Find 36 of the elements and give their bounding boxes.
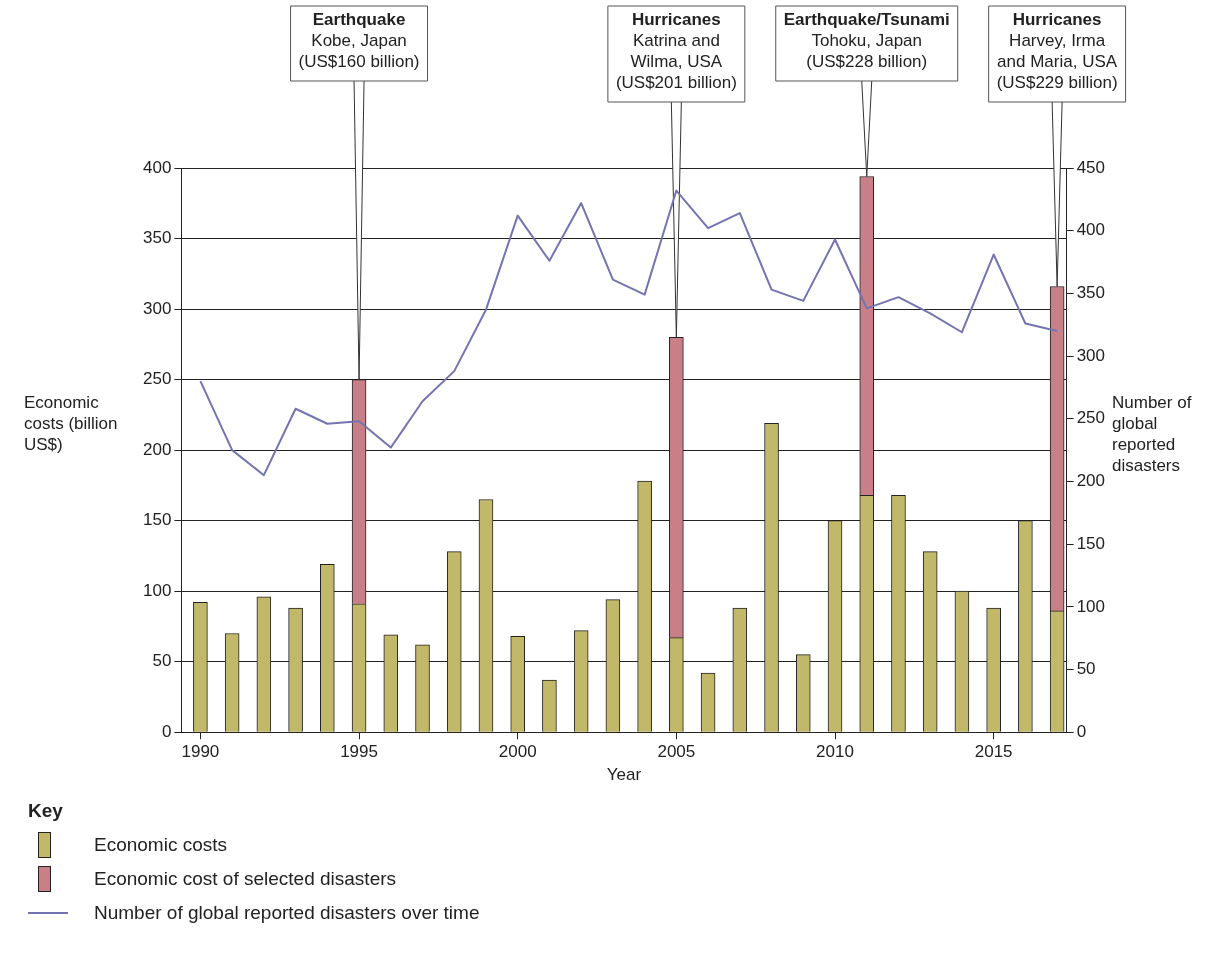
y2-tick-label: 450 xyxy=(1076,157,1106,177)
y2-axis-title: Number of global reported disasters xyxy=(1112,392,1193,476)
y2-tick-label: 100 xyxy=(1076,596,1106,616)
legend-title: Key xyxy=(28,800,64,822)
y-tick-label: 350 xyxy=(142,228,172,248)
x-tick-label: 1990 xyxy=(181,742,220,762)
y-tick-label: 0 xyxy=(161,721,172,741)
y2-tick-label: 50 xyxy=(1076,659,1096,679)
y-tick-label: 50 xyxy=(152,651,172,671)
y2-tick-label: 400 xyxy=(1076,220,1106,240)
annotation: Earthquake/Tsunami Tohoku, Japan (US$228 billion) xyxy=(783,10,950,72)
y2-tick-label: 200 xyxy=(1076,471,1106,491)
y-tick-label: 100 xyxy=(142,580,172,600)
y2-tick-label: 150 xyxy=(1076,533,1106,553)
x-tick-label: 2010 xyxy=(816,742,854,762)
x-tick-label: 2005 xyxy=(657,742,696,762)
y2-tick-label: 350 xyxy=(1076,283,1106,303)
annotation: Hurricanes Harvey, Irma and Maria, USA (US$229 billion) xyxy=(996,10,1118,93)
annotation: Hurricanes Katrina and Wilma, USA (US$201 billion) xyxy=(615,10,737,93)
x-tick-label: 2015 xyxy=(974,742,1013,762)
y-tick-label: 150 xyxy=(142,510,172,530)
x-tick-label: 1995 xyxy=(340,742,378,762)
x-tick-label: 2000 xyxy=(498,742,537,762)
y-axis-title: Economic costs (billion US$) xyxy=(24,392,119,455)
y2-tick-label: 250 xyxy=(1076,408,1106,428)
x-axis-title: Year xyxy=(606,765,642,785)
y-tick-label: 250 xyxy=(142,369,172,389)
y2-tick-label: 300 xyxy=(1076,345,1106,365)
y-tick-label: 400 xyxy=(142,157,172,177)
annotation: Earthquake Kobe, Japan (US$160 billion) xyxy=(298,10,420,72)
legend-label: Number of global reported disasters over time xyxy=(94,902,480,924)
y-tick-label: 200 xyxy=(142,439,172,459)
legend-label: Economic cost of selected disasters xyxy=(94,868,397,890)
y2-tick-label: 0 xyxy=(1076,721,1087,741)
y-tick-label: 300 xyxy=(142,298,172,318)
legend-label: Economic costs xyxy=(94,834,228,856)
